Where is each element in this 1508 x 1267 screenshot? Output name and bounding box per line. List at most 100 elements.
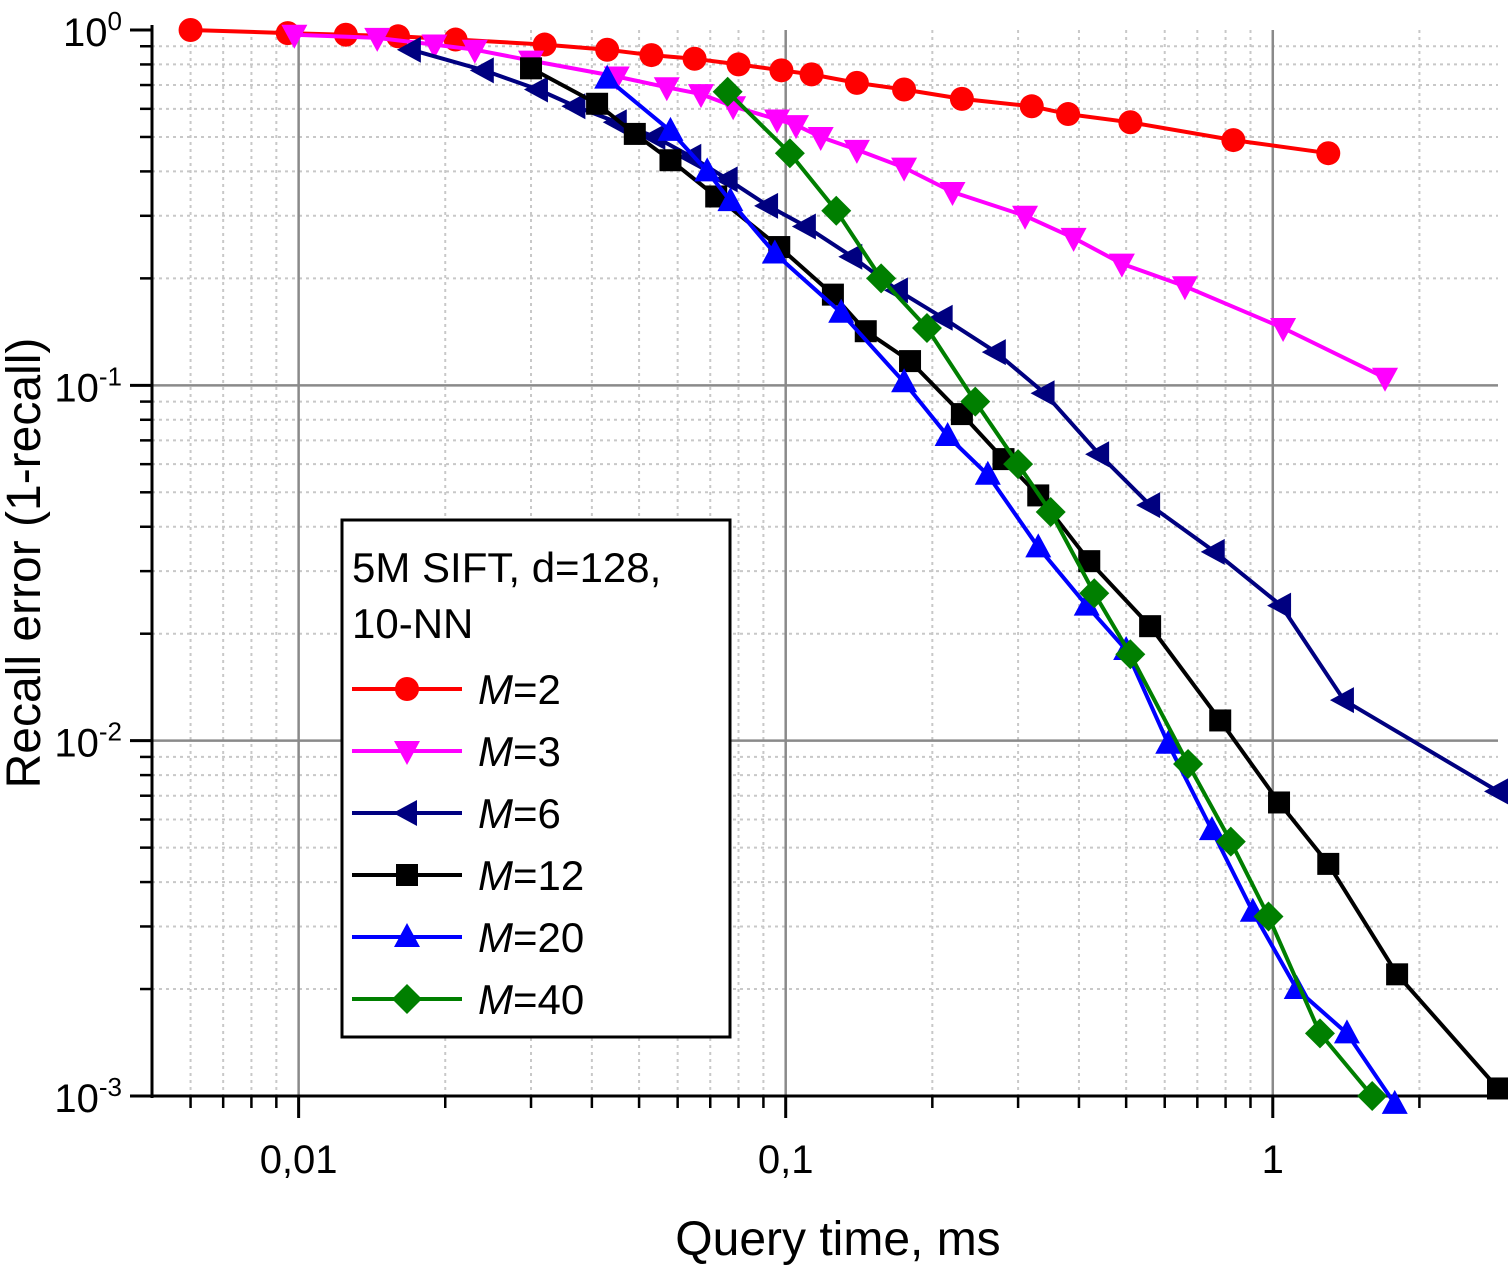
data-point [799, 62, 824, 87]
data-point [1012, 205, 1039, 230]
data-point [774, 138, 805, 169]
series-group [178, 18, 1508, 1114]
data-point [883, 277, 908, 304]
legend-item: M=40 [352, 976, 584, 1023]
x-tick-label: 1 [1262, 1138, 1284, 1182]
data-point [641, 123, 666, 150]
data-point [807, 126, 834, 151]
data-point [754, 192, 779, 219]
y-tick-label: 10-2 [54, 717, 122, 766]
data-point [595, 37, 620, 62]
data-point [1173, 748, 1204, 779]
data-point [1304, 1018, 1335, 1049]
data-point [934, 422, 961, 447]
legend-item: M=2 [352, 666, 561, 713]
data-point [1198, 816, 1225, 841]
data-point [1329, 687, 1354, 714]
legend-title: 5M SIFT, d=128, [352, 544, 661, 591]
data-point [396, 864, 418, 886]
data-point [469, 57, 494, 84]
legend-label: M=12 [478, 852, 584, 899]
y-tick-label: 10-3 [54, 1072, 122, 1121]
data-point [717, 187, 744, 212]
data-point [1073, 591, 1100, 616]
y-tick-label: 100 [63, 6, 122, 55]
data-point [281, 24, 308, 49]
data-point [1085, 441, 1110, 468]
legend-label: M=20 [478, 914, 584, 961]
data-point [1487, 1077, 1508, 1100]
legend-label: M=2 [478, 666, 561, 713]
data-point [1209, 709, 1232, 732]
data-point [602, 109, 627, 136]
data-point [1115, 639, 1146, 670]
data-point [687, 84, 714, 109]
data-point [1317, 852, 1340, 875]
data-point [713, 166, 738, 193]
data-point [1215, 826, 1246, 857]
data-point [1316, 141, 1341, 166]
data-point [1381, 1089, 1408, 1114]
data-point [892, 77, 917, 102]
series-m-2 [178, 18, 1341, 166]
data-point [657, 116, 684, 141]
data-point [561, 93, 586, 120]
x-tick-label: 0,01 [260, 1138, 338, 1182]
axes [130, 25, 1498, 1118]
data-point [1056, 102, 1081, 127]
data-point [523, 76, 548, 103]
legend-item: M=3 [352, 728, 561, 775]
data-point [393, 800, 417, 826]
data-point [866, 263, 897, 294]
data-point [891, 368, 918, 393]
data-point [828, 298, 855, 323]
data-point [1136, 492, 1161, 519]
legend: 5M SIFT, d=128, 10-NNM=2 M=3 M=6 M=12 M=20 M=4… [340, 518, 732, 1039]
data-point [586, 92, 609, 115]
data-point [960, 386, 991, 417]
data-point [911, 312, 942, 343]
data-point [392, 984, 422, 1014]
data-point [899, 350, 922, 373]
data-point [1200, 538, 1225, 565]
data-point [1139, 615, 1162, 638]
data-point [1270, 317, 1297, 342]
data-point [712, 76, 743, 107]
y-tick-label: 10-1 [54, 361, 122, 410]
data-point [726, 52, 751, 77]
data-point [1060, 227, 1087, 252]
data-point [891, 157, 918, 182]
data-point [939, 182, 966, 207]
data-point [843, 139, 870, 164]
data-point [178, 18, 203, 42]
data-point [949, 86, 974, 111]
data-point [928, 304, 953, 331]
data-point [364, 27, 391, 52]
data-point [682, 46, 707, 71]
data-point [1118, 110, 1143, 135]
legend-label: M=40 [478, 976, 584, 1023]
data-point [783, 115, 810, 140]
x-axis-title: Query time, ms [675, 1213, 1000, 1266]
data-point [396, 36, 421, 63]
data-point [1030, 380, 1055, 407]
data-point [1386, 963, 1409, 986]
legend-title: 10-NN [352, 600, 473, 647]
data-point [532, 32, 557, 57]
data-point [623, 122, 646, 145]
data-point [1357, 1081, 1388, 1111]
data-point [639, 43, 664, 68]
data-point [395, 677, 419, 701]
data-point [769, 58, 794, 83]
data-point [1221, 128, 1246, 153]
data-point [981, 339, 1006, 366]
data-point [421, 34, 448, 59]
data-point [394, 741, 420, 765]
series-m-40 [712, 76, 1388, 1111]
data-point [821, 195, 852, 226]
data-point [1078, 550, 1101, 573]
data-point [520, 57, 543, 80]
legend-item: M=6 [352, 790, 561, 837]
legend-label: M=3 [478, 728, 561, 775]
